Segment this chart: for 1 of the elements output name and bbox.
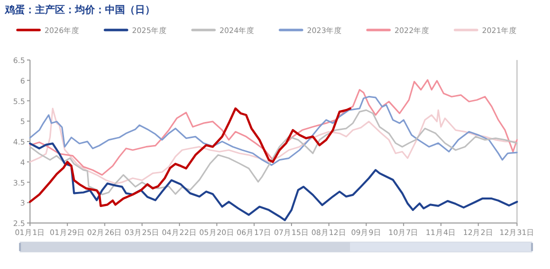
chart-title: 鸡蛋：主产区：均价：中国（日）: [4, 4, 155, 16]
